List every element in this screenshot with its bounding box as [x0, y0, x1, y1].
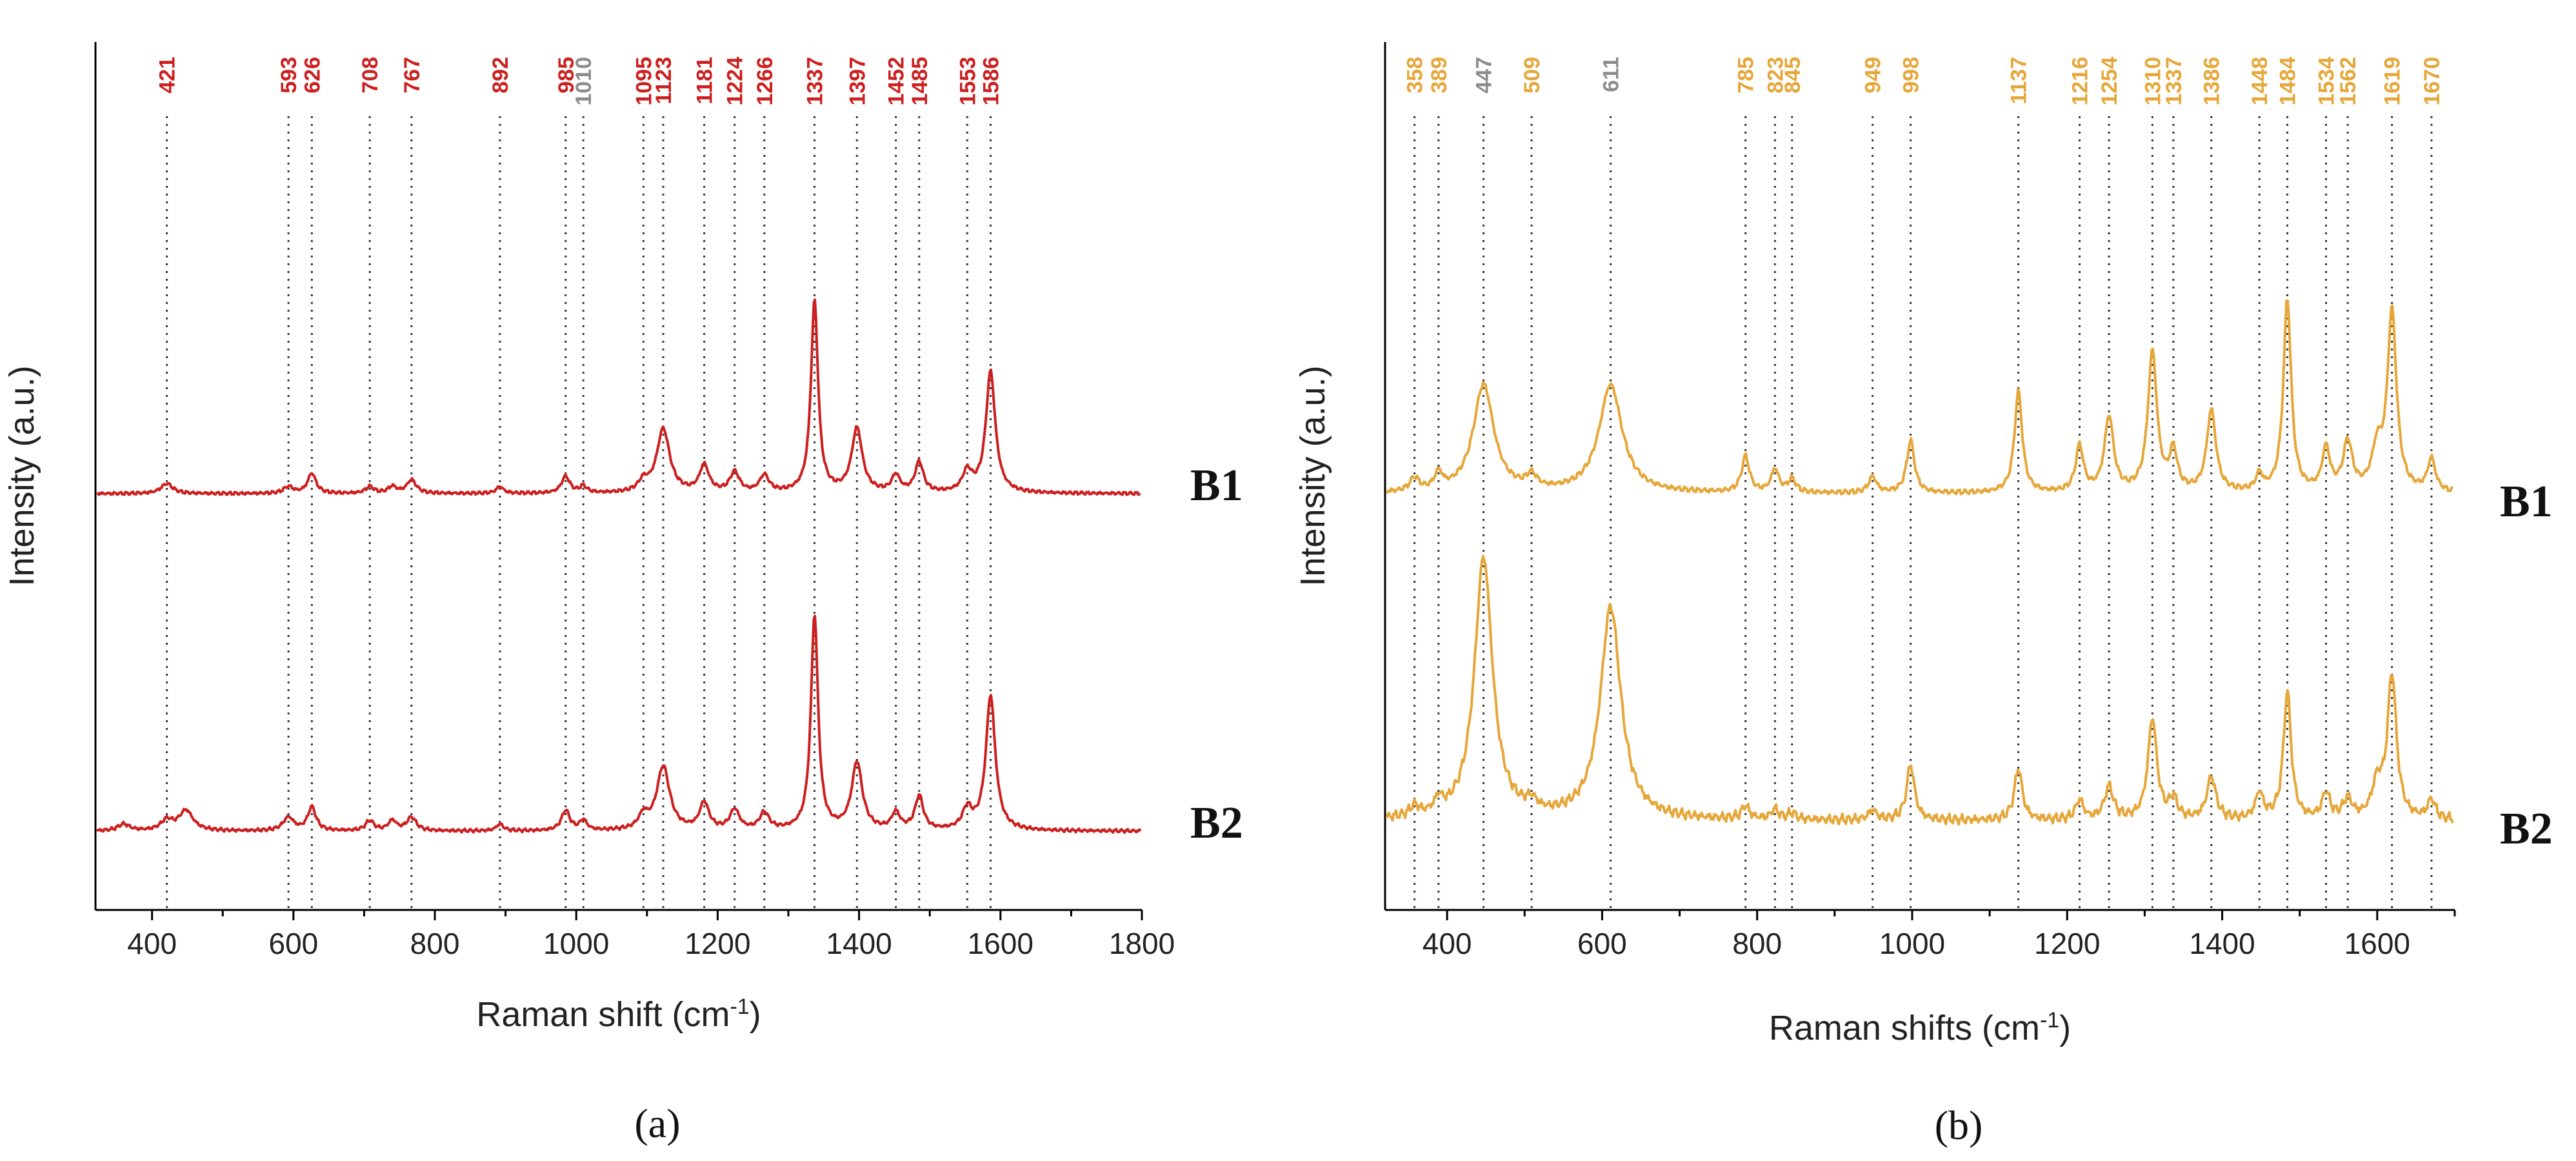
x-tick-label: 600 [1577, 927, 1627, 960]
x-axis-title-end: ) [750, 995, 761, 1034]
series-label-b1: B1 [2500, 477, 2553, 527]
peak-label: 1310 [2141, 57, 2165, 106]
x-tick-label: 800 [410, 927, 460, 960]
peak-label: 611 [1599, 57, 1624, 92]
peak-label: 421 [155, 57, 180, 94]
peak-label: 1337 [2162, 57, 2186, 106]
x-axis-title: Raman shift (cm-1) [476, 994, 761, 1034]
peak-label: 447 [1472, 57, 1497, 94]
peak-label: 785 [1734, 57, 1759, 94]
peak-label: 1619 [2381, 57, 2405, 106]
peak-label: 949 [1861, 57, 1886, 94]
peak-label: 892 [488, 57, 513, 94]
x-tick-label: 1200 [2034, 927, 2100, 960]
chart-panel-a: 400 600 800 1000 1200 1400 1600 1800 Raman shift… [3, 42, 1243, 1146]
y-axis-title: Intensity (a.u.) [3, 365, 41, 586]
x-axis-title-end: ) [2059, 1009, 2071, 1047]
x-tick-label: 1600 [968, 927, 1033, 960]
series-label-b1: B1 [1190, 461, 1243, 510]
x-tick-label: 600 [268, 927, 318, 960]
series-label-b2: B2 [2500, 804, 2553, 854]
peak-label: 1534 [2315, 57, 2339, 106]
peak-label: 1448 [2248, 57, 2272, 106]
peak-label: 985 [554, 57, 579, 94]
peak-label: 509 [1520, 57, 1544, 94]
peak-label: 1586 [979, 57, 1003, 106]
peak-label: 1216 [2068, 57, 2092, 106]
peak-label: 1137 [2007, 57, 2032, 105]
spectrum-line-b1 [96, 298, 1141, 496]
peak-label: 823 [1763, 57, 1788, 94]
peak-label: 1553 [955, 57, 980, 106]
x-tick-label: 1800 [1109, 927, 1175, 960]
chart-panel-b: 400 600 800 1000 1200 1400 1600 Raman shifts (c… [1293, 42, 2553, 1148]
peak-label: 767 [400, 57, 424, 94]
x-axis-title-superscript: -1 [2040, 1008, 2059, 1033]
peak-label: 1485 [908, 57, 932, 106]
peak-label: 1337 [803, 57, 828, 106]
peak-label: 998 [1899, 57, 1924, 94]
peak-label: 1010 [572, 57, 596, 106]
peak-label: 1386 [2200, 57, 2224, 106]
x-tick-label: 1000 [1879, 927, 1945, 960]
spectrum-line-b2 [95, 614, 1142, 834]
x-axis-title: Raman shifts (cm-1) [1769, 1008, 2071, 1047]
peak-label: 1123 [652, 57, 676, 105]
peak-label: 1452 [884, 57, 909, 106]
peak-label: 389 [1427, 57, 1452, 94]
series-label-b2: B2 [1190, 798, 1243, 848]
peak-label: 358 [1403, 57, 1428, 94]
peak-label: 845 [1781, 57, 1805, 94]
peak-label: 1266 [753, 57, 777, 106]
x-axis-title-superscript: -1 [730, 994, 749, 1019]
x-tick-label: 1000 [543, 927, 609, 960]
spectrum-line-b1 [1385, 299, 2454, 496]
x-tick-label: 400 [1423, 927, 1472, 960]
peak-label: 1254 [2097, 57, 2122, 106]
peak-label: 626 [300, 57, 324, 94]
y-axis-title: Intensity (a.u.) [1293, 365, 1332, 586]
x-tick-label: 1400 [2189, 927, 2255, 960]
panel-label: (a) [634, 1100, 680, 1146]
x-tick-label: 1400 [826, 927, 892, 960]
x-tick-label: 1200 [684, 927, 750, 960]
peak-label: 1224 [723, 57, 748, 106]
peak-label: 1095 [632, 57, 656, 106]
x-tick-label: 800 [1732, 927, 1782, 960]
peak-label: 1484 [2275, 57, 2300, 106]
peak-label: 1397 [845, 57, 870, 106]
peak-label: 593 [277, 57, 301, 94]
peak-label: 1670 [2420, 57, 2444, 106]
peak-label: 1562 [2336, 57, 2361, 106]
peak-label: 1181 [693, 57, 717, 105]
peak-label: 708 [358, 57, 383, 94]
x-tick-label: 400 [127, 927, 177, 960]
x-tick-label: 1600 [2344, 927, 2410, 960]
spectrum-line-b2 [1385, 554, 2454, 826]
panel-label: (b) [1935, 1102, 1983, 1148]
